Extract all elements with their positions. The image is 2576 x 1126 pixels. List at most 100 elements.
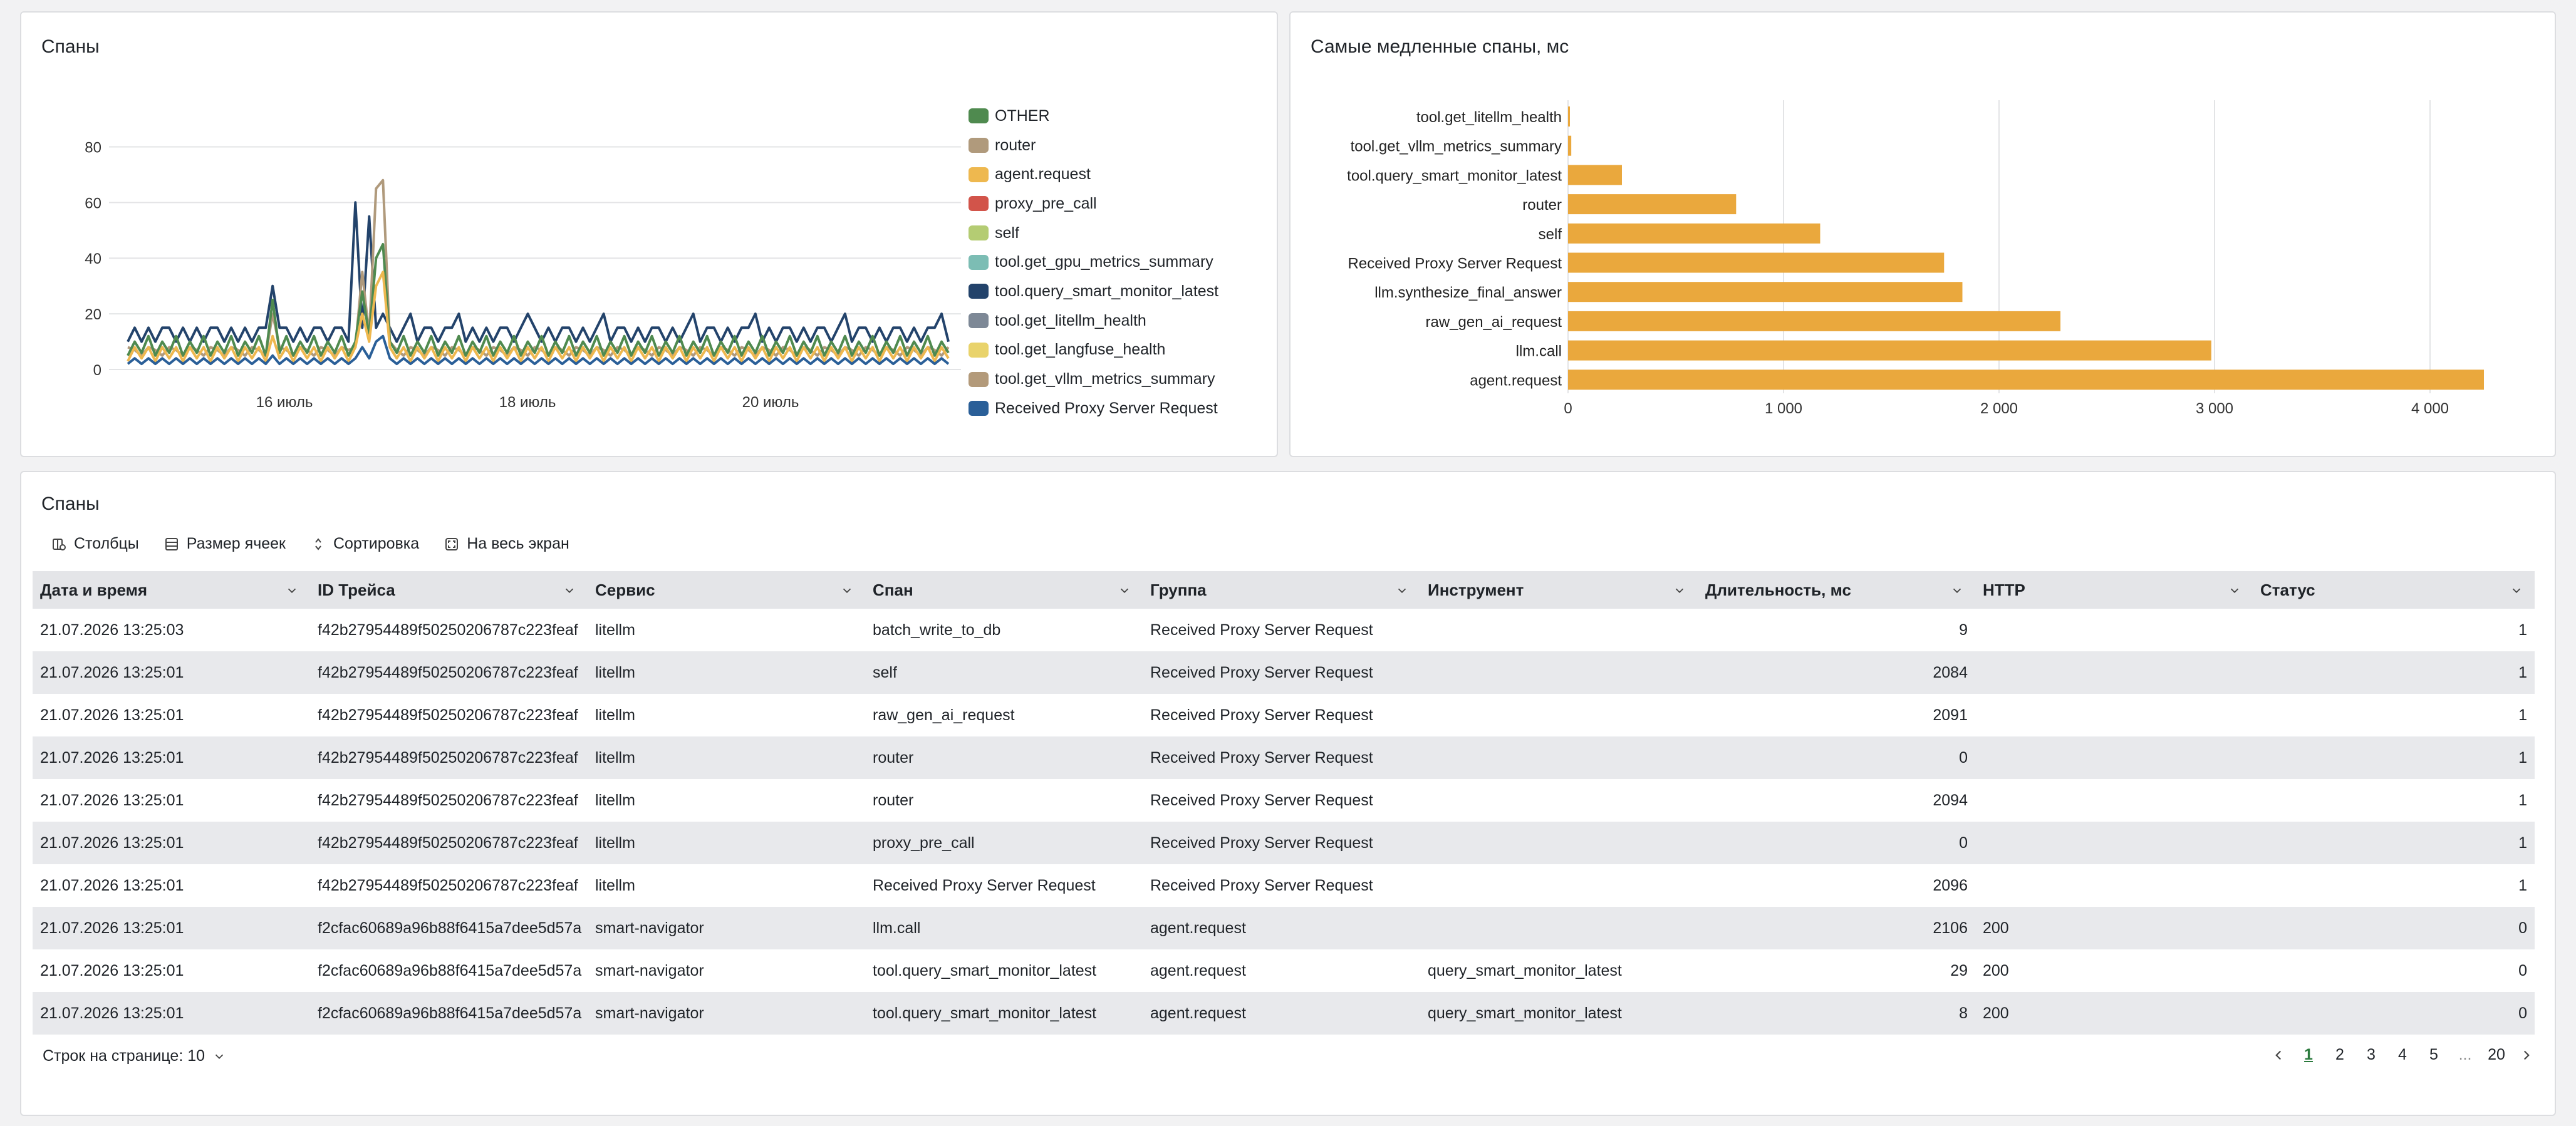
legend-item[interactable]: agent.request <box>969 160 1218 189</box>
column-header[interactable]: Спан <box>865 571 1143 609</box>
legend-item[interactable]: router <box>969 131 1218 160</box>
bar[interactable] <box>1568 369 2484 390</box>
bar[interactable] <box>1568 106 1570 127</box>
table-cell: 1 <box>2518 791 2527 809</box>
x-tick-label: 18 июль <box>499 394 556 411</box>
column-header[interactable]: Длительность, мс <box>1698 571 1975 609</box>
legend-item[interactable]: Received Proxy Server Request <box>969 394 1218 423</box>
bar[interactable] <box>1568 311 2061 331</box>
table-cell: tool.query_smart_monitor_latest <box>865 992 1143 1035</box>
table-cell: f42b27954489f50250206787c223feaf <box>310 736 588 779</box>
column-header[interactable]: Дата и время <box>33 571 310 609</box>
chevron-down-icon[interactable] <box>1118 584 1131 597</box>
page-link[interactable]: 20 <box>2488 1046 2505 1063</box>
bar[interactable] <box>1568 340 2211 361</box>
category-label: raw_gen_ai_request <box>1426 314 1562 331</box>
legend-item[interactable]: tool.get_vllm_metrics_summary <box>969 364 1218 394</box>
pagination: 1 2 3 4 5... 20 <box>2270 1046 2535 1064</box>
table-row[interactable]: 21.07.2026 13:25:01 f2cfac60689a96b88f641… <box>33 949 2535 992</box>
table-cell: 200 <box>1975 907 2253 949</box>
table-row[interactable]: 21.07.2026 13:25:01 f42b27954489f50250206… <box>33 736 2535 779</box>
chevron-right-icon[interactable] <box>2518 1047 2535 1063</box>
legend-item[interactable]: OTHER <box>969 101 1218 131</box>
column-header[interactable]: ID Трейса <box>310 571 588 609</box>
table-cell: 1 <box>2518 621 2527 639</box>
sort-button[interactable]: Сортировка <box>311 535 419 553</box>
chevron-down-icon[interactable] <box>840 584 854 597</box>
legend-label: proxy_pre_call <box>995 194 1097 212</box>
table-row[interactable]: 21.07.2026 13:25:01 f42b27954489f50250206… <box>33 822 2535 864</box>
legend-item[interactable]: tool.query_smart_monitor_latest <box>969 277 1218 306</box>
table-cell: proxy_pre_call <box>865 822 1143 864</box>
page-link[interactable]: 1 <box>2304 1046 2313 1063</box>
x-tick-label: 0 <box>1564 400 1572 417</box>
table-cell: 21.07.2026 13:25:01 <box>33 822 310 864</box>
table-cell: litellm <box>588 822 865 864</box>
table-row[interactable]: 21.07.2026 13:25:03 f42b27954489f50250206… <box>33 609 2535 651</box>
table-cell: 1 <box>2253 736 2535 779</box>
table-row[interactable]: 21.07.2026 13:25:01 f42b27954489f50250206… <box>33 694 2535 736</box>
spans-table: Дата и время ID Трейса Сервис Спан Группа Инс… <box>33 571 2535 1035</box>
chevron-down-icon[interactable] <box>285 584 299 597</box>
table-row[interactable]: 21.07.2026 13:25:01 f42b27954489f50250206… <box>33 779 2535 822</box>
legend-item[interactable]: tool.get_langfuse_health <box>969 336 1218 365</box>
table-cell: batch_write_to_db <box>873 621 1001 639</box>
table-cell: Received Proxy Server Request <box>1143 651 1420 694</box>
column-header[interactable]: Инструмент <box>1420 571 1698 609</box>
legend-item[interactable]: tool.get_gpu_metrics_summary <box>969 247 1218 277</box>
bar[interactable] <box>1568 223 1820 244</box>
spans-line-chart: 0 20 40 60 80 16 июль 18 июль 20 июль <box>85 139 961 411</box>
sort-icon <box>315 537 321 550</box>
page-ellipsis: ... <box>2458 1046 2472 1063</box>
category-label: agent.request <box>1470 372 1562 389</box>
table-row[interactable]: 21.07.2026 13:25:01 f2cfac60689a96b88f641… <box>33 992 2535 1035</box>
column-header[interactable]: Сервис <box>588 571 865 609</box>
table-row[interactable]: 21.07.2026 13:25:01 f2cfac60689a96b88f641… <box>33 907 2535 949</box>
column-header-label: Дата и время <box>40 580 147 599</box>
table-cell: 0 <box>2518 961 2527 979</box>
bar[interactable] <box>1568 194 1737 215</box>
table-row[interactable]: 21.07.2026 13:25:01 f42b27954489f50250206… <box>33 864 2535 907</box>
slowest-chart-title: Самые медленные спаны, мс <box>1311 36 1569 57</box>
table-cell: router <box>865 736 1143 779</box>
column-header-label: Сервис <box>595 580 655 599</box>
table-cell: tool.query_smart_monitor_latest <box>873 961 1097 979</box>
table-cell: raw_gen_ai_request <box>873 706 1015 724</box>
page-link[interactable]: 5 <box>2429 1046 2438 1063</box>
table-cell: smart-navigator <box>588 907 865 949</box>
fullscreen-button[interactable]: На весь экран <box>444 535 569 553</box>
chevron-down-icon[interactable] <box>1673 584 1686 597</box>
bar[interactable] <box>1568 282 1963 302</box>
series-line <box>127 334 950 366</box>
legend-item[interactable]: proxy_pre_call <box>969 189 1218 219</box>
page-link[interactable]: 4 <box>2398 1046 2407 1063</box>
column-header[interactable]: Статус <box>2253 571 2535 609</box>
chevron-down-icon[interactable] <box>2228 584 2241 597</box>
chevron-left-icon[interactable] <box>2270 1047 2287 1063</box>
chevron-down-icon[interactable] <box>2510 584 2523 597</box>
column-header[interactable]: Группа <box>1143 571 1420 609</box>
table-cell <box>1975 822 2253 864</box>
rows-per-page-select[interactable]: Строк на странице: 10 <box>43 1047 226 1065</box>
chevron-down-icon[interactable] <box>563 584 576 597</box>
page-link[interactable]: 2 <box>2335 1046 2344 1063</box>
bar[interactable] <box>1568 252 1945 273</box>
table-cell: 0 <box>2253 907 2535 949</box>
table-cell: 2091 <box>1933 706 1968 724</box>
column-header[interactable]: HTTP <box>1975 571 2253 609</box>
chevron-down-icon[interactable] <box>1950 584 1964 597</box>
legend-item[interactable]: tool.get_litellm_health <box>969 306 1218 336</box>
bar[interactable] <box>1568 135 1572 156</box>
bar[interactable] <box>1568 165 1622 185</box>
column-header-label: Спан <box>873 580 913 599</box>
table-cell: litellm <box>595 706 635 724</box>
cell-size-button[interactable]: Размер ячеек <box>164 535 286 553</box>
chevron-down-icon[interactable] <box>1395 584 1409 597</box>
columns-button[interactable]: Столбцы <box>51 535 139 553</box>
table-cell: 0 <box>2253 992 2535 1035</box>
page-link[interactable]: 3 <box>2367 1046 2376 1063</box>
category-label: self <box>1539 226 1562 243</box>
table-row[interactable]: 21.07.2026 13:25:01 f42b27954489f50250206… <box>33 651 2535 694</box>
legend-item[interactable]: self <box>969 219 1218 248</box>
